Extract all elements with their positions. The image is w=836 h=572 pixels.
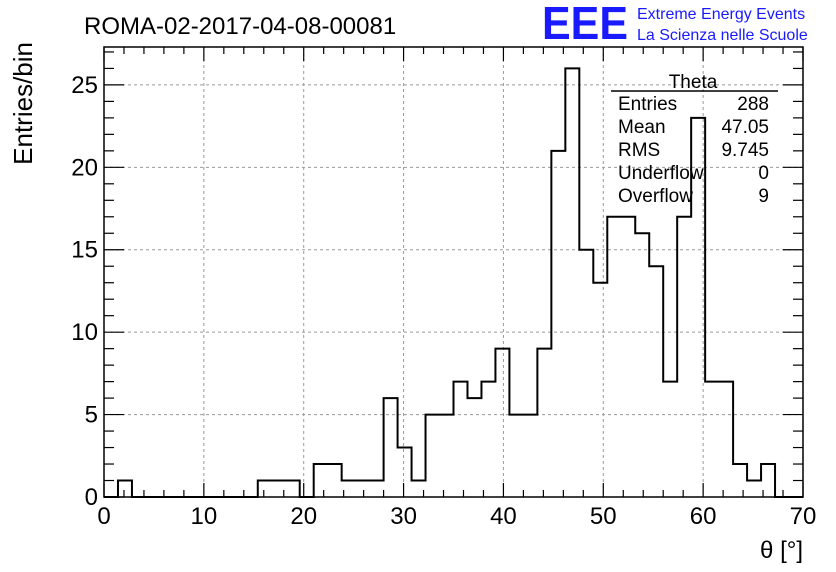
axis-ticks: [103, 47, 804, 498]
histogram-bin: [356, 481, 370, 497]
histogram-bin: [258, 481, 272, 497]
y-axis-label: Entries/bin: [8, 42, 38, 165]
stats-label-overflow: Overflow: [618, 186, 693, 207]
x-tick-label: 20: [290, 503, 317, 530]
histogram-bin: [286, 481, 300, 497]
x-tick-label: 50: [590, 503, 617, 530]
stats-label-underflow: Underflow: [618, 163, 704, 184]
histogram-bin: [509, 415, 523, 497]
x-tick-label: 60: [690, 503, 717, 530]
eee-logo: EEE Extreme Energy Events La Scienza nel…: [542, 0, 808, 49]
stats-label-rms: RMS: [618, 140, 660, 161]
stats-box-title: Theta: [669, 72, 718, 93]
stats-value-rms: 9.745: [721, 140, 769, 161]
histogram-bin: [314, 464, 328, 497]
grid-lines: [104, 47, 803, 497]
x-axis-label: θ [°]: [760, 537, 803, 564]
y-tick-label: 20: [71, 154, 98, 181]
histogram-bin: [719, 382, 733, 497]
y-tick-label: 5: [85, 402, 98, 429]
histogram-bin: [705, 382, 719, 497]
x-tick-label: 70: [790, 503, 817, 530]
histogram-bin: [733, 464, 747, 497]
stats-label-entries: Entries: [618, 94, 677, 115]
histogram-bin: [579, 250, 593, 497]
histogram-bin: [747, 481, 761, 497]
histogram-bin: [467, 398, 481, 497]
histogram-bin: [635, 233, 649, 497]
y-tick-label: 25: [71, 72, 98, 99]
histogram-bin: [426, 415, 440, 497]
histogram-bin: [523, 415, 537, 497]
y-tick-labels: 0 5 10 15 20 25: [71, 72, 98, 511]
logo-line-1: Extreme Energy Events: [637, 6, 805, 23]
logo-line-2: La Scienza nelle Scuole: [637, 27, 808, 44]
y-tick-label: 10: [71, 319, 98, 346]
histogram-bin: [398, 448, 412, 497]
histogram-bin: [370, 481, 384, 497]
histogram-bin: [118, 481, 132, 497]
histogram-bin: [593, 283, 607, 497]
eee-logo-mark: EEE: [542, 0, 628, 49]
histogram-bin: [481, 382, 495, 497]
histogram-bin: [677, 217, 691, 497]
histogram-bin: [565, 68, 579, 497]
y-tick-label: 15: [71, 237, 98, 264]
stats-value-entries: 288: [737, 94, 769, 115]
x-tick-labels: 0 10 20 30 40 50 60 70: [97, 503, 816, 530]
stats-label-mean: Mean: [618, 117, 666, 138]
stats-box: Theta Entries 288 Mean 47.05 RMS 9.745 U…: [611, 72, 778, 207]
x-tick-label: 40: [490, 503, 517, 530]
histogram-bin: [621, 217, 635, 497]
histogram-bin: [607, 217, 621, 497]
histogram-bin: [328, 464, 342, 497]
plot-frame: [103, 46, 804, 498]
histogram-bin: [551, 151, 565, 497]
histogram-bin: [663, 382, 677, 497]
histogram-bin: [537, 349, 551, 497]
stats-value-mean: 47.05: [721, 117, 769, 138]
histogram-bin: [454, 382, 468, 497]
chart-title: ROMA-02-2017-04-08-00081: [84, 13, 396, 40]
x-tick-label: 10: [191, 503, 218, 530]
x-tick-label: 30: [390, 503, 417, 530]
y-tick-label: 0: [85, 484, 98, 511]
histogram-bin: [495, 349, 509, 497]
stats-value-underflow: 0: [758, 163, 769, 184]
histogram-bin: [649, 266, 663, 497]
histogram-bin: [384, 398, 398, 497]
x-tick-label: 0: [97, 503, 110, 530]
stats-value-overflow: 9: [758, 186, 769, 207]
histogram-bin: [440, 415, 454, 497]
histogram-outline: [104, 67, 803, 498]
